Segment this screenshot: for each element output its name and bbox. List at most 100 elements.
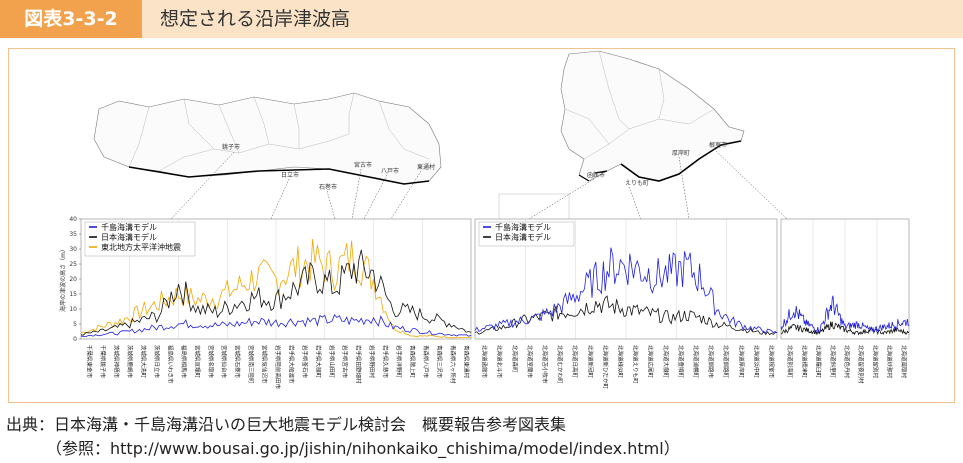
municipality-label: 宮城県名取市 — [207, 345, 215, 379]
municipality-label: 北海道留夜別村 — [857, 345, 865, 384]
legend-entry: 千島海溝モデル — [101, 222, 157, 232]
municipality-label: 岩手県宮古市 — [341, 345, 349, 379]
figure-number-badge: 図表3-3-2 — [0, 0, 142, 38]
y-axis-label: 海岸の津波の高さ（m） — [59, 246, 67, 312]
municipality-label: 北海道えりも町 — [632, 345, 640, 384]
municipality-label: 北海道室蘭市 — [526, 345, 534, 379]
municipality-label: 茨城県大洗町 — [140, 345, 148, 379]
series-line-2 — [780, 321, 910, 336]
municipality-label: 北海道浦幌町 — [692, 345, 700, 379]
municipality-label: 北海道大樹町 — [662, 345, 670, 379]
municipality-label: 茨城県日立市 — [153, 345, 161, 379]
municipality-label: 青森県東通村 — [462, 345, 470, 379]
municipality-label: 青森県八戸市 — [422, 345, 430, 379]
municipality-label: 岩手県大槌町 — [314, 345, 322, 379]
map-label-miyako: 宮古市 — [354, 161, 372, 169]
y-tick-label: 30 — [69, 246, 77, 253]
y-tick-label: 20 — [69, 276, 77, 283]
municipality-label: 北海道釧路町 — [722, 345, 730, 379]
municipality-label: 岩手県洋野町 — [395, 345, 403, 379]
municipality-label: 北海道新ひだか町 — [601, 345, 609, 390]
municipality-label: 宮城県南三陸町 — [247, 345, 255, 384]
series-line-3 — [80, 238, 472, 339]
municipality-label: 茨城県神栖市 — [113, 345, 121, 379]
municipality-label: 北海道斜里町 — [829, 345, 837, 379]
municipality-label: 北海道羅臼町 — [815, 345, 823, 379]
municipality-label: 北海道森町 — [511, 345, 519, 373]
municipality-label: 北海道北斗市 — [496, 345, 504, 379]
chart-panel-1: 0 5 10 15 20 25 30 35 40 海岸の津波の高さ（m） 千島海溝モデル日本海溝モデ… — [59, 216, 472, 390]
legend-box — [84, 221, 196, 257]
series-line-1 — [80, 314, 472, 337]
source-url: （参照：http://www.bousai.go.jp/jishin/nihon… — [46, 439, 680, 458]
map-leader-lines — [170, 148, 788, 220]
municipality-label: 宮城県亘理町 — [193, 345, 201, 379]
figure-header: 図表3-3-2 想定される沿岸津波高 — [0, 0, 963, 38]
municipality-label: 北海道むかわ町 — [556, 345, 564, 384]
municipality-label: 青森県六ヶ所村 — [449, 345, 457, 384]
municipality-label: 福島県相馬市 — [180, 345, 188, 379]
municipality-label: 岩手県野田村 — [368, 345, 376, 379]
municipality-label: 北海道日高町 — [571, 345, 579, 379]
map-label-hitachi: 日立市 — [281, 171, 299, 179]
municipality-label: 茨城県鹿嶋市 — [126, 345, 134, 379]
map-label-hachinohe: 八戸市 — [381, 167, 399, 175]
municipality-label: 千葉県東金市 — [86, 345, 94, 379]
series-line-1 — [474, 247, 778, 334]
tsunami-height-chart: 銚子市 日立市 石巻市 宮古市 八戸市 東通村 函館市 えりも町 厚岸町 根室市 — [59, 50, 910, 390]
municipality-label: 岩手県釜石市 — [301, 345, 309, 379]
municipality-label: 北海道標津町 — [800, 345, 808, 379]
honshu-coast-map: 銚子市 日立市 石巻市 宮古市 八戸市 東通村 — [93, 92, 442, 191]
municipality-label: 北海道様似町 — [616, 345, 624, 379]
legend-entry: 東北地方太平洋沖地震 — [101, 242, 181, 252]
y-tick-label: 10 — [69, 306, 77, 313]
source-citation: 出典：日本海溝・千島海溝沿いの巨大地震モデル検討会 概要報告参考図表集 — [6, 415, 567, 434]
figure-title: 想定される沿岸津波高 — [160, 8, 351, 30]
municipality-label: 青森県階上町 — [408, 345, 416, 379]
y-tick-label: 0 — [73, 336, 77, 343]
y-tick-label: 25 — [69, 261, 77, 268]
legend-entry: 千島海溝モデル — [495, 222, 551, 232]
y-tick-label: 15 — [69, 291, 77, 298]
municipality-label: 岩手県田野畑村 — [355, 345, 363, 384]
municipality-label: 岩手県大船渡市 — [287, 345, 295, 384]
municipality-label: 北海道別海町 — [786, 345, 794, 379]
map-label-hakodate: 函館市 — [587, 171, 605, 179]
municipality-label: 宮城県仙台市 — [220, 345, 228, 379]
chart-panel-3: 北海道別海町 北海道標津町 北海道羅臼町 北海道斜里町 北海道色丹村 北海道留夜別村 北海道… — [780, 218, 910, 384]
chart-panel: 銚子市 日立市 石巻市 宮古市 八戸市 東通村 函館市 えりも町 厚岸町 根室市 — [8, 48, 955, 403]
hokkaido-coast-map: 函館市 えりも町 厚岸町 根室市 — [498, 50, 745, 227]
map-label-higashidori: 東通村 — [417, 163, 435, 171]
municipality-label: 千葉県銚子市 — [99, 345, 107, 379]
municipality-label: 北海道釧路市 — [707, 345, 715, 379]
series-line-1 — [780, 295, 910, 333]
municipality-label: 北海道苫小牧市 — [541, 345, 549, 384]
municipality-label: 北海道紗那村 — [886, 345, 894, 379]
municipality-label: 北海道色丹村 — [843, 345, 851, 379]
municipality-label: 北海道蘂取村 — [900, 345, 908, 379]
municipality-label: 福島県いわき市 — [166, 345, 174, 384]
legend-box — [478, 221, 575, 247]
series-line-2 — [80, 249, 472, 336]
map-label-nemuro: 根室市 — [709, 141, 727, 149]
municipality-label: 北海道厚岸町 — [737, 345, 745, 379]
municipality-label: 北海道根室市 — [767, 345, 775, 379]
legend-entry: 日本海溝モデル — [495, 232, 551, 242]
municipality-label: 北海道函館市 — [481, 345, 489, 379]
municipality-label: 岩手県久慈市 — [382, 345, 390, 379]
series-line-2 — [474, 295, 778, 336]
municipality-label: 北海道新冠町 — [586, 345, 594, 379]
y-tick-label: 35 — [69, 231, 77, 238]
municipality-label: 宮城県気仙沼市 — [261, 345, 269, 384]
legend-entry: 日本海溝モデル — [101, 232, 157, 242]
municipality-label: 北海道浜中町 — [752, 345, 760, 379]
municipality-label: 宮城県石巻市 — [234, 345, 242, 379]
municipality-label: 北海道広尾町 — [647, 345, 655, 379]
y-tick-label: 40 — [69, 216, 77, 223]
map-label-akkeshi: 厚岸町 — [672, 150, 690, 157]
municipality-label: 岩手県陸前高田市 — [274, 345, 282, 390]
map-label-choshi: 銚子市 — [222, 143, 240, 151]
map-label-erimo: えりも町 — [625, 180, 649, 187]
